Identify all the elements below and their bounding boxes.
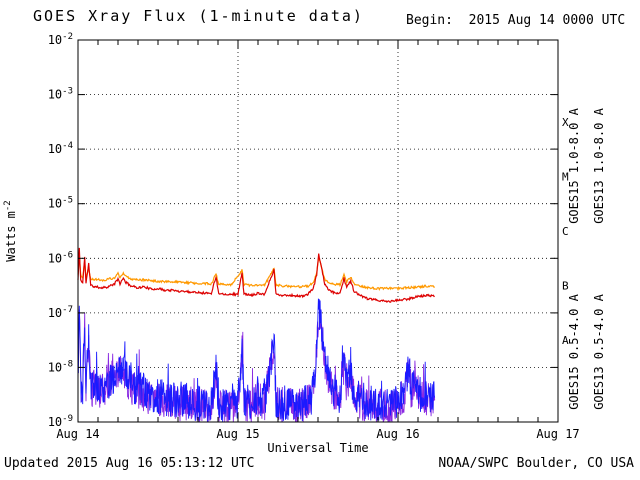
svg-text:B: B — [562, 280, 569, 293]
svg-text:Aug 14: Aug 14 — [56, 427, 99, 441]
svg-text:GOES15 1.0-8.0 A: GOES15 1.0-8.0 A — [567, 107, 581, 223]
svg-text:Watts m-2: Watts m-2 — [3, 200, 18, 261]
svg-text:Aug 17: Aug 17 — [536, 427, 579, 441]
begin-time-label: Begin: 2015 Aug 14 0000 UTC — [406, 13, 626, 28]
svg-text:GOES13 0.5-4.0 A: GOES13 0.5-4.0 A — [592, 293, 606, 409]
credit-label: NOAA/SWPC Boulder, CO USA — [438, 456, 634, 471]
svg-text:GOES13 1.0-8.0 A: GOES13 1.0-8.0 A — [592, 107, 606, 223]
svg-text:GOES15 0.5-4.0 A: GOES15 0.5-4.0 A — [567, 293, 581, 409]
page-title: GOES Xray Flux (1-minute data) — [33, 7, 364, 25]
updated-timestamp: Updated 2015 Aug 16 05:13:12 UTC — [4, 456, 255, 471]
svg-text:10-8: 10-8 — [48, 359, 73, 374]
svg-text:10-2: 10-2 — [48, 32, 73, 47]
svg-text:M: M — [562, 170, 569, 183]
svg-text:A: A — [562, 334, 569, 347]
svg-text:10-5: 10-5 — [48, 196, 73, 211]
svg-text:C: C — [562, 225, 569, 238]
svg-text:Aug 16: Aug 16 — [376, 427, 419, 441]
svg-text:Aug 15: Aug 15 — [216, 427, 259, 441]
svg-text:10-3: 10-3 — [48, 87, 73, 102]
svg-text:Universal Time: Universal Time — [267, 441, 368, 455]
svg-text:10-4: 10-4 — [48, 141, 73, 156]
svg-text:10-7: 10-7 — [48, 305, 73, 320]
svg-text:10-6: 10-6 — [48, 250, 73, 265]
svg-text:X: X — [562, 116, 569, 129]
